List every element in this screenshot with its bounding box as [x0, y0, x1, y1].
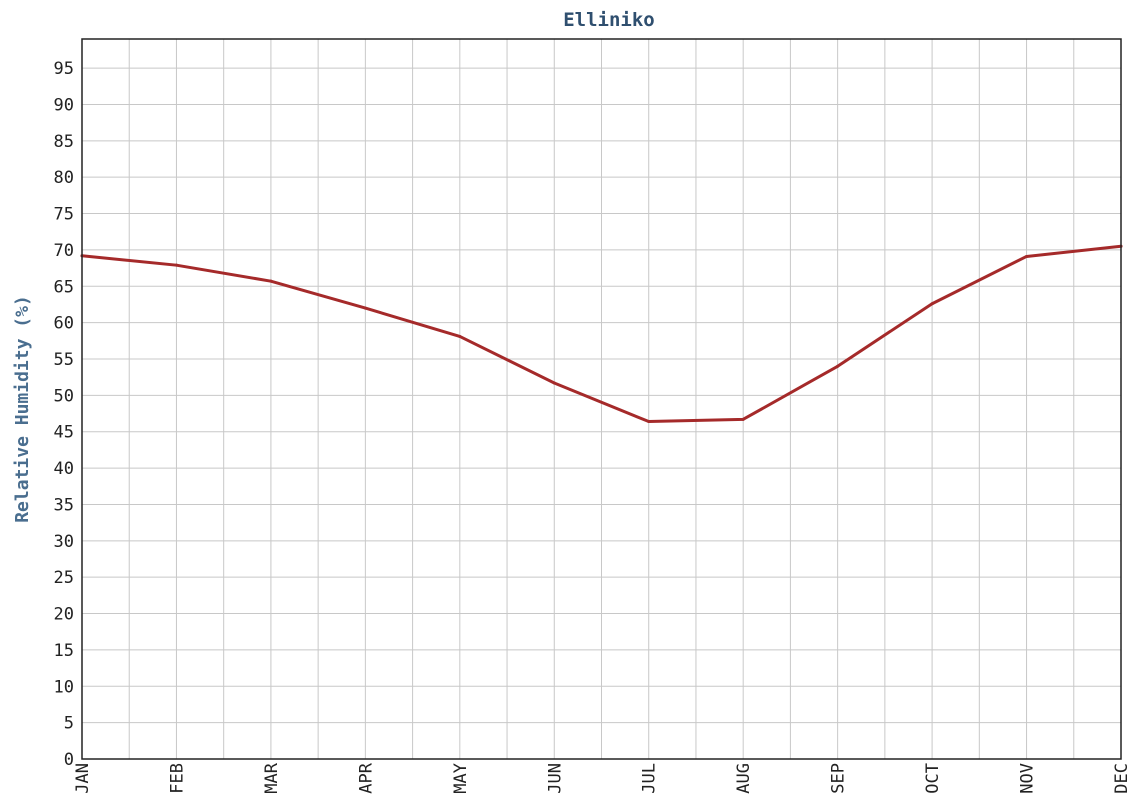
x-tick-label: AUG: [734, 763, 754, 794]
x-tick-label: NOV: [1018, 763, 1038, 794]
x-tick-label: DEC: [1112, 763, 1132, 794]
y-tick-label: 0: [64, 750, 74, 770]
y-tick-label: 50: [54, 386, 74, 406]
y-tick-label: 35: [54, 495, 74, 515]
y-axis-label: Relative Humidity (%): [12, 295, 33, 523]
y-tick-label: 55: [54, 350, 74, 370]
x-tick-label: MAR: [262, 762, 282, 793]
x-tick-label: JUL: [640, 763, 660, 794]
y-tick-label: 90: [54, 95, 74, 115]
y-tick-label: 25: [54, 568, 74, 588]
grid-lines: [82, 39, 1121, 759]
y-tick-labels: 0 5 10 15 20 25 30 35 40 45 50 55 60 65 70 75 80 85 90 95: [54, 59, 74, 770]
x-tick-label: OCT: [923, 763, 943, 794]
chart-title: Elliniko: [563, 9, 655, 31]
data-point: [174, 263, 178, 267]
data-point: [552, 381, 556, 385]
data-point: [741, 417, 745, 421]
y-tick-label: 45: [54, 423, 74, 443]
y-tick-label: 30: [54, 532, 74, 552]
y-tick-label: 40: [54, 459, 74, 479]
y-tick-label: 95: [54, 59, 74, 79]
y-tick-label: 60: [54, 314, 74, 334]
data-point: [1025, 254, 1029, 258]
y-tick-label: 20: [54, 605, 74, 625]
data-point: [930, 302, 934, 306]
y-tick-label: 75: [54, 205, 74, 225]
series-line: [80, 244, 1123, 424]
y-tick-label: 70: [54, 241, 74, 261]
x-tick-label: FEB: [167, 763, 187, 794]
x-tick-label: JUN: [545, 763, 565, 794]
y-tick-label: 85: [54, 132, 74, 152]
y-tick-label: 10: [54, 677, 74, 697]
x-tick-label: MAY: [451, 763, 471, 794]
data-point: [458, 334, 462, 338]
y-tick-label: 5: [64, 714, 74, 734]
plot-frame: [81, 38, 1122, 760]
data-point: [836, 364, 840, 368]
data-point: [647, 420, 651, 424]
x-tick-label: JAN: [73, 763, 93, 794]
x-tick-label: APR: [356, 762, 376, 793]
x-tick-labels: JAN FEB MAR APR MAY JUN JUL AUG SEP OCT NOV DEC: [73, 762, 1132, 793]
y-tick-label: 65: [54, 277, 74, 297]
data-point: [269, 279, 273, 283]
data-point: [363, 306, 367, 310]
y-tick-label: 80: [54, 168, 74, 188]
x-tick-label: SEP: [829, 763, 849, 794]
y-tick-label: 15: [54, 641, 74, 661]
